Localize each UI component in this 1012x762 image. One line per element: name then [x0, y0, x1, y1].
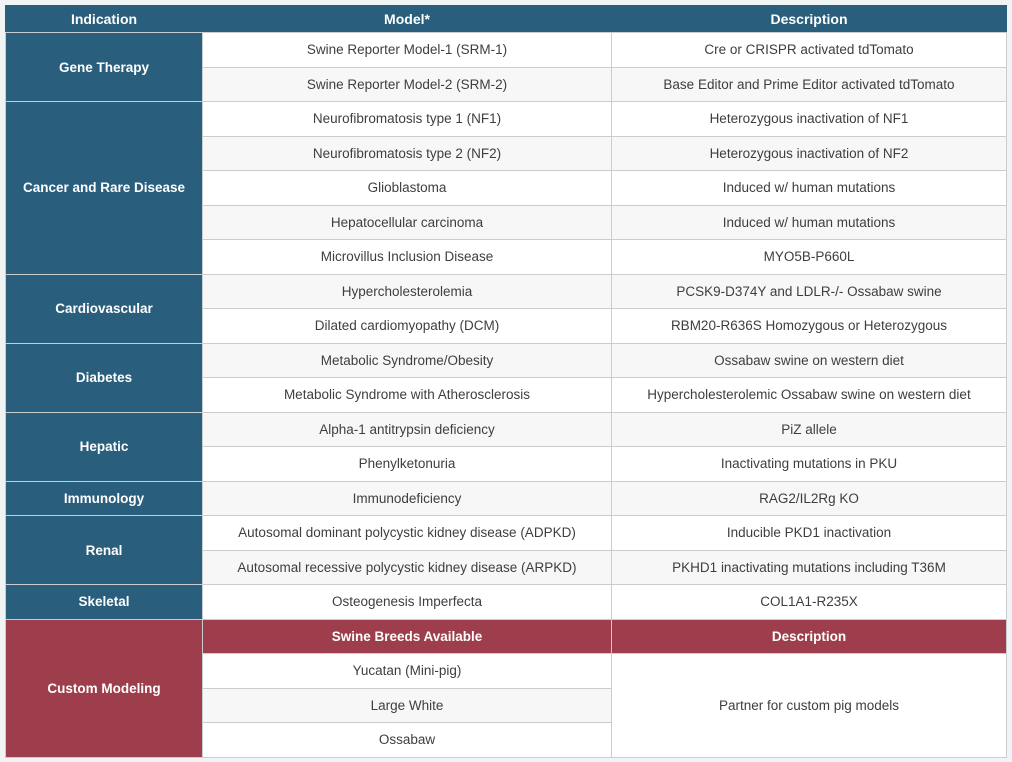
indication-group-cell-immunology: Immunology	[5, 480, 203, 516]
description-cell: PCSK9-D374Y and LDLR-/- Ossabaw swine	[611, 273, 1007, 309]
description-cell: PKHD1 inactivating mutations including T…	[611, 549, 1007, 585]
model-cell: Autosomal recessive polycystic kidney di…	[202, 549, 612, 585]
description-cell: Heterozygous inactivation of NF1	[611, 101, 1007, 137]
model-cell: Metabolic Syndrome with Atherosclerosis	[202, 377, 612, 413]
description-cell: Ossabaw swine on western diet	[611, 342, 1007, 378]
table-row: Renal Autosomal dominant polycystic kidn…	[5, 515, 1007, 585]
table-row: Microvillus Inclusion Disease MYO5B-P660…	[6, 239, 1007, 275]
table-row: Hepatocellular carcinoma Induced w/ huma…	[6, 204, 1007, 240]
description-cell: COL1A1-R235X	[611, 584, 1007, 620]
description-cell: PiZ allele	[611, 411, 1007, 447]
table-row: Yucatan (Mini-pig) Partner for custom pi…	[6, 653, 1007, 758]
description-cell: Inactivating mutations in PKU	[611, 446, 1007, 482]
description-cell: Hypercholesterolemic Ossabaw swine on we…	[611, 377, 1007, 413]
table-row: Cancer and Rare Disease Neurofibromatosi…	[5, 101, 1007, 275]
header-row: Indication Model* Description	[5, 5, 1007, 33]
description-cell: Heterozygous inactivation of NF2	[611, 135, 1007, 171]
description-cell: Inducible PKD1 inactivation	[611, 515, 1007, 551]
model-cell: Alpha-1 antitrypsin deficiency	[202, 411, 612, 447]
indication-group-cell-custom-modeling: Custom Modeling	[5, 618, 203, 758]
model-cell: Osteogenesis Imperfecta	[202, 584, 612, 620]
model-cell: Immunodeficiency	[202, 480, 612, 516]
table-row: Dilated cardiomyopathy (DCM) RBM20-R636S…	[6, 308, 1007, 344]
table-header: Indication Model* Description	[5, 5, 1007, 33]
indication-group-cell-diabetes: Diabetes	[5, 342, 203, 413]
custom-description-cell: Partner for custom pig models	[611, 653, 1007, 758]
description-cell: MYO5B-P660L	[611, 239, 1007, 275]
description-cell: Induced w/ human mutations	[611, 170, 1007, 206]
model-cell: Neurofibromatosis type 2 (NF2)	[202, 135, 612, 171]
description-cell: RBM20-R636S Homozygous or Heterozygous	[611, 308, 1007, 344]
breed-cell: Ossabaw	[202, 722, 612, 758]
model-cell: Autosomal dominant polycystic kidney dis…	[202, 515, 612, 551]
model-cell: Metabolic Syndrome/Obesity	[202, 342, 612, 378]
table-row: Skeletal Osteogenesis Imperfecta COL1A1-…	[5, 584, 1007, 620]
indication-group-cell-skeletal: Skeletal	[5, 584, 203, 620]
table-row: Hepatic Alpha-1 antitrypsin deficiency P…	[5, 411, 1007, 482]
description-cell: Induced w/ human mutations	[611, 204, 1007, 240]
breed-cell: Yucatan (Mini-pig)	[202, 653, 612, 689]
model-cell: Glioblastoma	[202, 170, 612, 206]
column-header-model: Model*	[202, 5, 612, 33]
table-row: Ossabaw	[6, 722, 1007, 758]
description-cell: Base Editor and Prime Editor activated t…	[611, 66, 1007, 102]
custom-subheader-breeds: Swine Breeds Available	[202, 618, 612, 654]
column-header-indication: Indication	[5, 5, 203, 33]
model-cell: Swine Reporter Model-1 (SRM-1)	[202, 32, 612, 68]
table-row: Cardiovascular Hypercholesterolemia PCSK…	[5, 273, 1007, 344]
indication-group-cell-cardiovascular: Cardiovascular	[5, 273, 203, 344]
table-row: Immunology Immunodeficiency RAG2/IL2Rg K…	[5, 480, 1007, 516]
indication-group-cell-hepatic: Hepatic	[5, 411, 203, 482]
custom-subheader-row: Custom Modeling Swine Breeds Available D…	[5, 618, 1007, 758]
table-row: Glioblastoma Induced w/ human mutations	[6, 170, 1007, 206]
indication-group-cell-renal: Renal	[5, 515, 203, 585]
description-cell: Cre or CRISPR activated tdTomato	[611, 32, 1007, 68]
model-cell: Hepatocellular carcinoma	[202, 204, 612, 240]
table-row: Metabolic Syndrome with Atherosclerosis …	[6, 377, 1007, 413]
model-cell: Neurofibromatosis type 1 (NF1)	[202, 101, 612, 137]
model-cell: Microvillus Inclusion Disease	[202, 239, 612, 275]
table-row: Large White	[6, 687, 1007, 723]
table-row: Gene Therapy Swine Reporter Model-1 (SRM…	[5, 32, 1007, 102]
model-cell: Dilated cardiomyopathy (DCM)	[202, 308, 612, 344]
indication-group-cell-cancer-rare-disease: Cancer and Rare Disease	[5, 101, 203, 275]
description-cell: RAG2/IL2Rg KO	[611, 480, 1007, 516]
model-cell: Hypercholesterolemia	[202, 273, 612, 309]
table-row: Diabetes Metabolic Syndrome/Obesity Ossa…	[5, 342, 1007, 413]
model-cell: Swine Reporter Model-2 (SRM-2)	[202, 66, 612, 102]
model-cell: Phenylketonuria	[202, 446, 612, 482]
table-row: Swine Reporter Model-2 (SRM-2) Base Edit…	[6, 66, 1007, 102]
indication-model-table: Indication Model* Description Gene Thera…	[5, 5, 1007, 758]
custom-subheader-description: Description	[611, 618, 1007, 654]
breed-cell: Large White	[202, 687, 612, 723]
indication-group-cell-gene-therapy: Gene Therapy	[5, 32, 203, 102]
column-header-description: Description	[611, 5, 1007, 33]
table-row: Phenylketonuria Inactivating mutations i…	[6, 446, 1007, 482]
